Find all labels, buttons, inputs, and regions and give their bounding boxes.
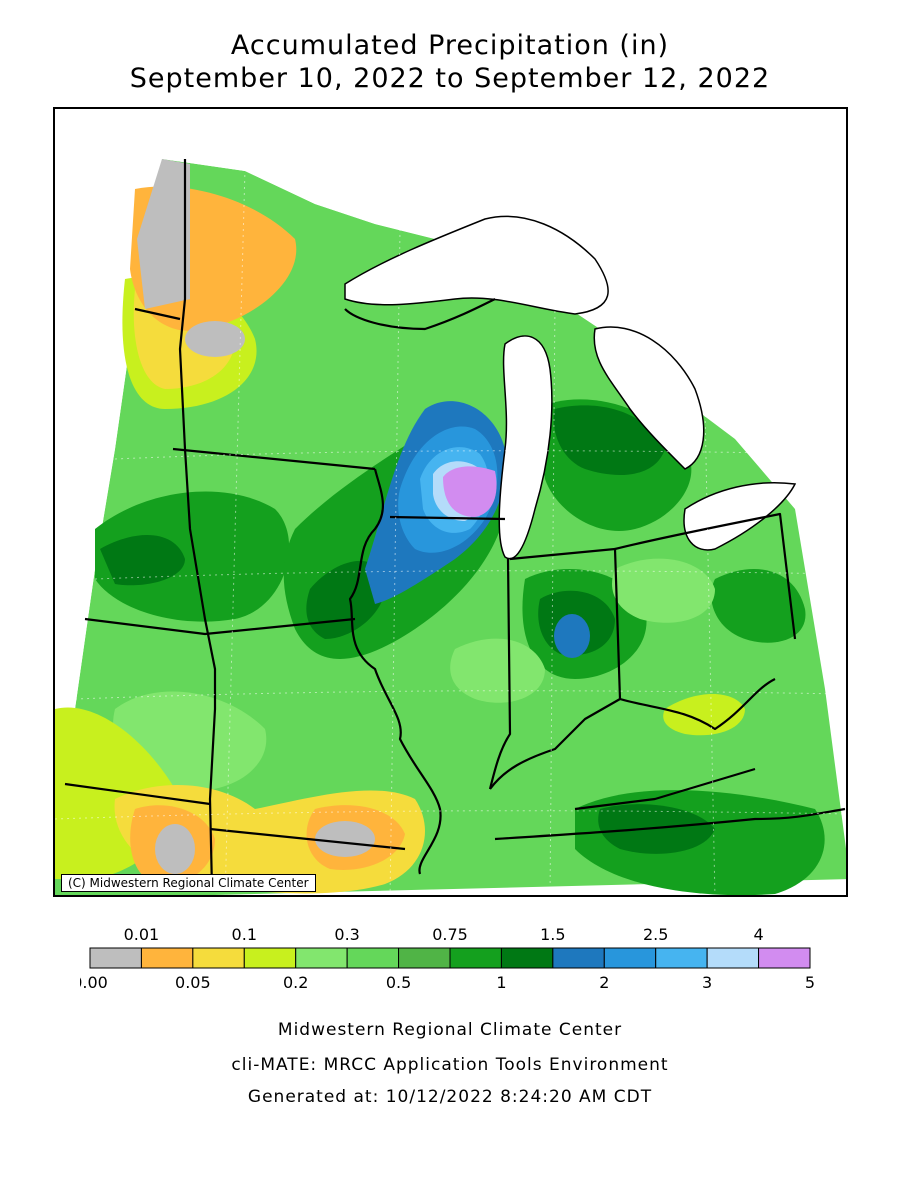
legend-swatch: [758, 947, 811, 969]
lake-superior: [344, 215, 609, 315]
state-borders: [64, 159, 846, 890]
color-legend: 0.01 0.1 0.3 0.75 1.5 2.5 4 0.00 0.05 0.2 0.5 1 2 3 5: [72, 920, 820, 1000]
legend-bottom-label: 3: [702, 973, 712, 992]
legend-swatch: [346, 947, 400, 969]
legend-swatch: [449, 947, 502, 969]
legend-top-label: 0.3: [334, 925, 359, 944]
precipitation-map: (C) Midwestern Regional Climate Center: [53, 107, 848, 897]
lake-huron: [593, 326, 705, 470]
precip-zone-lightgreen-2: [612, 558, 715, 623]
precip-zone-darkgreen-west: [100, 535, 185, 586]
precip-zone-darkgreen-michigan: [553, 405, 665, 475]
footer-tool-name: cli-MATE: MRCC Application Tools Environ…: [231, 1055, 669, 1075]
legend-canvas: 0.01 0.1 0.3 0.75 1.5 2.5 4 0.00 0.05 0.2 0.5 1 2 3 5: [72, 925, 815, 992]
legend-top-label: 0.75: [432, 925, 468, 944]
legend-swatch: [552, 947, 605, 969]
legend-bottom-label: 0.00: [80, 973, 108, 992]
legend-swatch: [295, 947, 348, 969]
legend-top-label: 4: [753, 925, 763, 944]
legend-swatch: [140, 947, 194, 969]
lat-lon-grid: [55, 168, 846, 895]
precip-zone-gray-nd: [185, 321, 245, 357]
legend-swatch: [706, 947, 760, 969]
legend-bottom-label: 5: [805, 973, 815, 992]
legend-top-label: 1.5: [540, 925, 565, 944]
precip-zone-gray-northwest: [137, 159, 190, 309]
precip-zone-gray-south-west: [155, 824, 195, 874]
legend-swatch: [243, 947, 297, 969]
legend-swatch: [192, 947, 245, 969]
legend-swatch: [655, 947, 708, 969]
legend-bottom-label: 0.05: [175, 973, 211, 992]
precip-zone-gray-south-mid: [315, 821, 375, 857]
precip-zone-yellowgreen-ohio: [663, 694, 745, 736]
legend-bottom-label: 1: [496, 973, 506, 992]
legend-bottom-label: 0.2: [283, 973, 308, 992]
legend-swatch: [500, 947, 554, 969]
legend-top-label: 0.01: [124, 925, 160, 944]
canada-area: [162, 109, 846, 509]
footer-generated-time: Generated at: 10/12/2022 8:24:20 AM CDT: [247, 1087, 653, 1107]
precip-zone-purple-peak: [443, 466, 497, 517]
precip-zone-green-ohio: [711, 569, 806, 643]
precip-zone-darkgreen-kentucky: [598, 804, 715, 854]
legend-top-label: 2.5: [643, 925, 668, 944]
precip-zone-darkgreen-illinois: [306, 560, 386, 639]
map-date-range: September 10, 2022 to September 12, 2022: [129, 63, 771, 94]
copyright-label: (C) Midwestern Regional Climate Center: [61, 874, 316, 892]
precip-zone-green-west: [95, 491, 290, 622]
legend-swatch: [603, 947, 657, 969]
legend-top-label: 0.1: [232, 925, 257, 944]
legend-swatch: [89, 947, 142, 969]
legend-bottom-label: 2: [599, 973, 609, 992]
footer-organization: Midwestern Regional Climate Center: [277, 1020, 623, 1040]
map-title: Accumulated Precipitation (in): [230, 30, 670, 61]
map-canvas: [55, 109, 846, 895]
precip-zone-blue-indiana: [554, 614, 590, 658]
lake-michigan: [498, 335, 553, 560]
legend-swatch: [398, 947, 451, 969]
lake-erie: [683, 481, 797, 551]
precip-zone-lightgreen-3: [450, 638, 545, 703]
legend-bottom-label: 0.5: [386, 973, 411, 992]
